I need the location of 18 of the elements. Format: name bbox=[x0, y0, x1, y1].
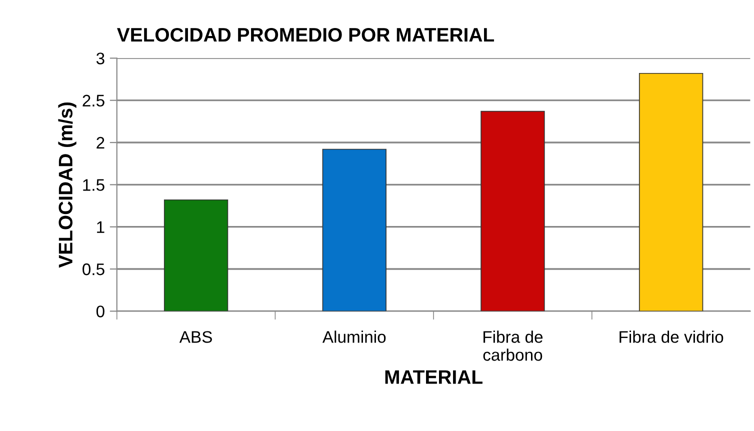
y-tick-label: 0.5 bbox=[82, 263, 104, 276]
y-tick-label: 0 bbox=[96, 306, 104, 318]
bar bbox=[638, 72, 704, 312]
bar bbox=[164, 199, 228, 312]
x-tick-label: Fibra de carbono bbox=[483, 330, 543, 361]
y-tick-label: 1.5 bbox=[83, 179, 104, 191]
y-tick-label: 2.5 bbox=[82, 94, 104, 107]
x-tick-label: ABS bbox=[179, 331, 212, 343]
x-tick-label: Aluminio bbox=[322, 330, 386, 343]
y-tick-label: 3 bbox=[96, 52, 104, 64]
chart-title: VELOCIDAD PROMEDIO POR MATERIAL bbox=[117, 28, 494, 42]
y-tick-label: 2 bbox=[96, 136, 104, 149]
x-tick-label: Fibra de vidrio bbox=[620, 330, 724, 343]
bar bbox=[480, 110, 545, 312]
x-axis-title: MATERIAL bbox=[385, 370, 482, 384]
y-tick-label: 1 bbox=[97, 221, 104, 233]
bar bbox=[322, 148, 386, 312]
y-axis-title: VELOCIDAD (m/s) bbox=[58, 102, 76, 268]
